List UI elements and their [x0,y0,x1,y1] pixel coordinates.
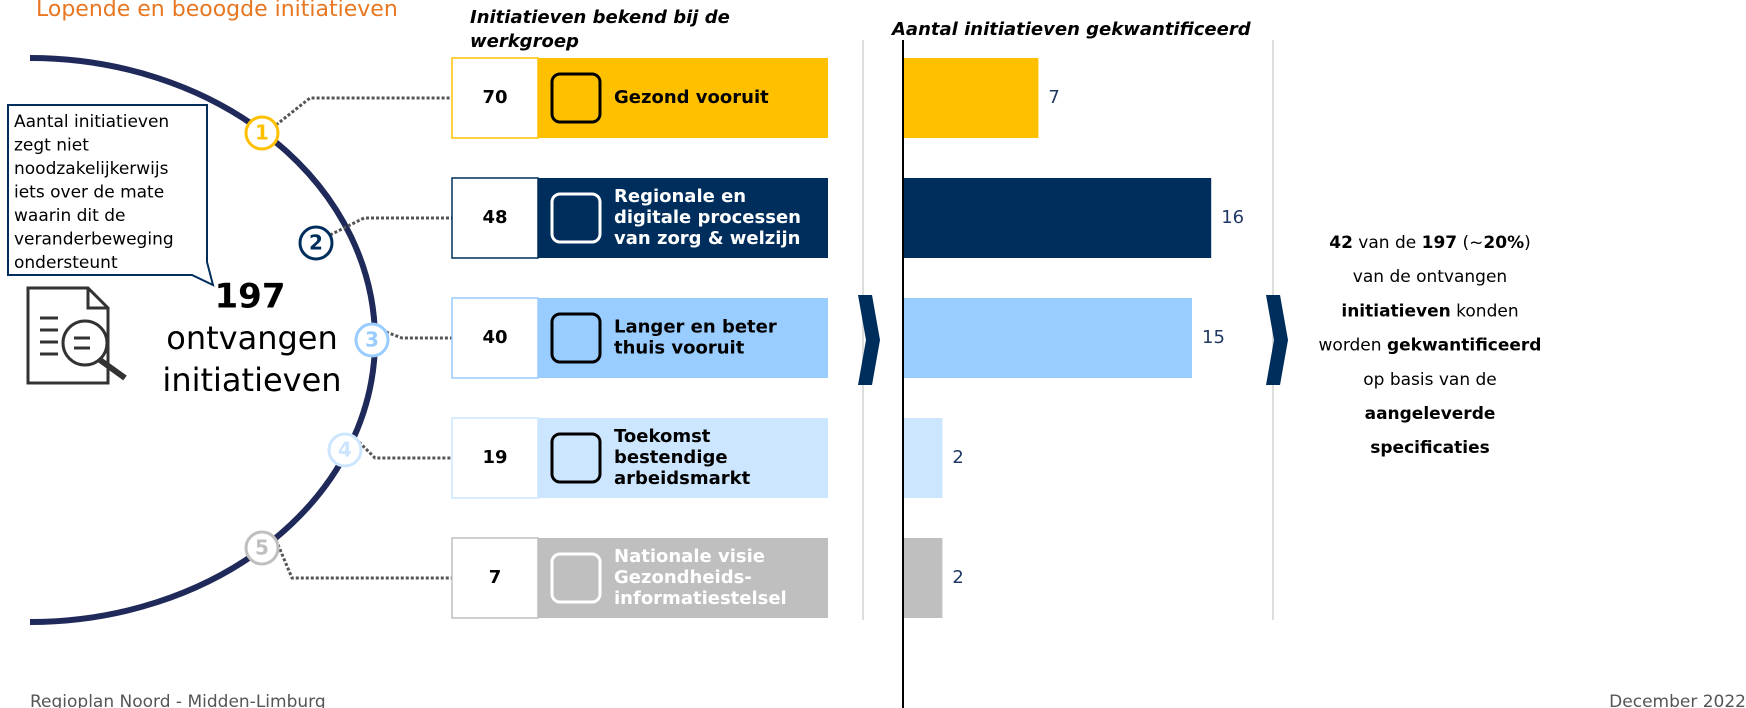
index-label: 2 [309,231,323,255]
summary-part: konden [1451,301,1519,321]
summary-part: gekwantificeerd [1387,336,1542,356]
index-label: 3 [365,328,379,352]
row-label: Gezond vooruit [614,87,769,108]
summary-line: van de ontvangen [1353,267,1507,287]
label-box [538,298,828,378]
callout-text: noodzakelijkerwijs [14,159,169,179]
row-label: Regionale en [614,186,746,207]
connector [357,440,452,460]
known-count: 7 [489,567,502,588]
connector [385,330,452,340]
footer: December 2022 [1609,692,1746,708]
count-box [451,297,539,379]
col-header: Aantal initiatieven gekwantificeerd [890,19,1252,40]
row-label: Nationale visie [614,546,765,567]
bar-value: 15 [1202,327,1225,348]
callout-text: zegt niet [14,136,89,156]
row-label: Langer en beter [614,317,777,338]
callout-text: ondersteunt [14,253,118,273]
index-marker [354,322,390,358]
count-box [451,57,539,139]
index-marker [244,530,280,566]
label-box [538,58,828,138]
bar [904,298,1192,378]
summary-line: op basis van de [1363,370,1497,390]
connector [275,96,452,127]
summary-part: (~ [1457,233,1483,253]
icon [550,72,602,124]
icon [550,192,602,244]
index-label: 5 [255,536,269,560]
index-marker [244,115,280,151]
known-count: 70 [482,87,507,108]
row-label: Toekomst [614,426,711,447]
known-count: 40 [482,327,507,348]
callout-box [7,104,215,287]
footer: Regioplan Noord - Midden-Limburg [30,692,326,708]
row-label: bestendige [614,447,728,468]
summary-part: van de ontvangen [1353,267,1507,287]
summary-line: initiatieven konden [1341,301,1518,321]
label-box [538,418,828,498]
icon [550,432,602,484]
summary-part: 42 [1329,233,1353,253]
total-label: ontvangen [166,319,338,357]
label-box [538,538,828,618]
summary-line: worden gekwantificeerd [1319,336,1542,356]
connector [329,216,452,237]
icon [550,312,602,364]
icon [550,552,602,604]
total-label: initiatieven [162,361,341,399]
row-label: Gezondheids- [614,567,752,588]
summary-part: ) [1524,233,1531,253]
row-label: arbeidsmarkt [614,468,751,489]
row-label: thuis vooruit [614,338,745,359]
summary-part: initiatieven [1341,301,1450,321]
title: Lopende en beoogde initiatieven [36,0,398,22]
bar [904,178,1212,258]
row-label: informatiestelsel [614,588,787,609]
col-header: Initiatieven bekend bij de [470,7,730,28]
index-label: 1 [255,121,269,145]
summary-part: specificaties [1370,438,1489,458]
bar [904,538,943,618]
index-label: 4 [338,438,352,462]
summary-line: 42 van de 197 (~20%) [1329,233,1531,253]
bar [904,418,943,498]
row-label: digitale processen [614,207,801,228]
bar-value: 16 [1221,207,1244,228]
chevron [1266,295,1288,385]
col-header: werkgroep [470,31,579,52]
index-marker [298,225,334,261]
count-box [451,177,539,259]
document-icon [26,286,127,385]
count-box [451,417,539,499]
total-number: 197 [215,277,286,317]
index-marker [327,432,363,468]
bar-value: 2 [952,567,963,588]
summary-part: 197 [1422,233,1458,253]
summary-part: op basis van de [1363,370,1497,390]
label-box [538,178,828,258]
callout-text: veranderbeweging [14,230,174,250]
callout-text: Aantal initiatieven [14,112,169,132]
known-count: 48 [482,207,507,228]
count-box [451,537,539,619]
row-label: van zorg & welzijn [614,228,800,249]
summary-line: aangeleverde [1365,404,1496,424]
known-count: 19 [482,447,507,468]
summary-part: van de [1353,233,1422,253]
bar [904,58,1039,138]
callout-text: iets over de mate [14,183,164,203]
summary-line: specificaties [1370,438,1489,458]
summary-part: 20% [1483,233,1524,253]
connector [274,539,452,580]
bar-value: 7 [1048,87,1059,108]
summary-part: aangeleverde [1365,404,1496,424]
bar-value: 2 [952,447,963,468]
summary-part: worden [1319,336,1387,356]
chevron [858,295,880,385]
callout-text: waarin dit de [14,206,125,226]
